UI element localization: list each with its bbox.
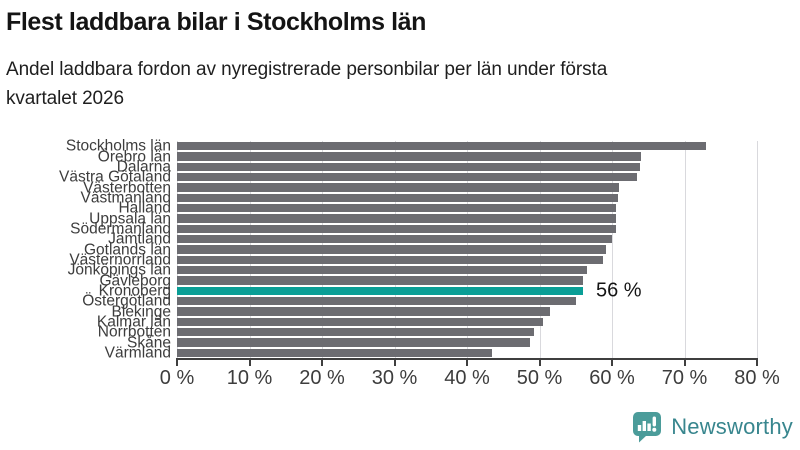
gridline <box>684 141 686 358</box>
subtitle-line-1: Andel laddbara fordon av nyregistrerade … <box>6 59 608 80</box>
page-subtitle: Andel laddbara fordon av nyregistrerade … <box>6 55 607 113</box>
bar <box>177 338 531 347</box>
newsworthy-logo: Newsworthy <box>632 411 793 443</box>
x-axis-tick-label: 60 % <box>589 367 635 389</box>
bar <box>177 152 641 161</box>
axis-tick <box>756 358 758 366</box>
axis-tick <box>321 358 323 366</box>
x-axis-tick-label: 10 % <box>226 367 273 389</box>
y-axis-label: Gävleborg <box>99 271 171 289</box>
y-axis-label: Västerbotten <box>83 178 171 196</box>
x-axis-tick-label: 20 % <box>299 367 345 389</box>
y-axis-label: Västernorrland <box>69 251 171 269</box>
x-axis-tick-label: 40 % <box>444 367 490 389</box>
y-axis-label: Värmland <box>104 344 171 362</box>
x-axis-tick-label: 70 % <box>661 367 708 389</box>
y-axis-label: Stockholms län <box>65 137 171 155</box>
y-axis-label: Södermanland <box>70 220 171 238</box>
axis-tick <box>538 358 541 366</box>
logo-bar-1 <box>637 425 642 431</box>
newsworthy-icon <box>633 412 662 443</box>
y-axis-label: Skåne <box>127 333 171 351</box>
bar <box>177 142 707 151</box>
bar <box>177 255 603 264</box>
bar <box>177 193 618 202</box>
y-axis-label: Jönköpings län <box>67 261 171 279</box>
bar <box>177 348 493 357</box>
axis-tick <box>393 358 396 366</box>
value-annotation: 56 % <box>596 279 642 302</box>
y-axis-label: Jämtland <box>108 230 171 248</box>
bar <box>177 245 607 254</box>
y-axis-labels: Stockholms län Örebro län Dalarna Västra Gö… <box>0 137 171 362</box>
y-axis-label: Västra Götaland <box>58 168 171 186</box>
bar <box>177 162 640 171</box>
y-axis-label: Halland <box>118 199 171 217</box>
y-axis-label: Blekinge <box>111 302 171 320</box>
bar <box>177 266 587 275</box>
newsworthy-wordmark: Newsworthy <box>671 414 793 439</box>
y-axis-label: Gotlands län <box>83 240 171 258</box>
axis-tick <box>248 358 251 366</box>
axis-tick <box>683 358 686 366</box>
y-axis-label: Västmanland <box>80 189 171 207</box>
gridline <box>757 141 758 358</box>
bar <box>177 307 551 316</box>
bar <box>177 224 616 233</box>
axis-tick <box>176 358 178 366</box>
y-axis-label: Norrbotten <box>97 323 171 341</box>
plot-area <box>177 141 758 358</box>
bar <box>177 317 544 326</box>
logo-bar-3 <box>647 423 651 431</box>
bar <box>177 204 617 213</box>
axis-tick <box>611 358 613 366</box>
x-axis-tick-label: 80 % <box>734 367 780 389</box>
bar <box>177 328 534 337</box>
page-title: Flest laddbara bilar i Stockholms län <box>6 8 427 36</box>
y-axis-label: Kalmar län <box>96 313 171 331</box>
y-axis-label: Uppsala län <box>89 209 171 227</box>
x-axis-tick-label: 50 % <box>516 367 563 389</box>
logo-exclamation-icon <box>652 416 657 427</box>
y-axis-label: Kronoberg <box>98 282 171 300</box>
axis-tick <box>466 358 468 366</box>
bar <box>177 214 617 223</box>
y-axis-label: Dalarna <box>116 158 171 176</box>
bar <box>177 235 612 244</box>
logo-bar-2 <box>642 421 647 431</box>
y-axis-label: Örebro län <box>97 147 171 165</box>
y-axis-label: Östergötland <box>82 292 171 310</box>
subtitle-line-2: kvartalet 2026 <box>6 88 124 109</box>
bar <box>177 286 583 295</box>
bar <box>177 297 576 306</box>
x-axis-tick-label: 30 % <box>371 367 418 389</box>
x-axis-tick-label: 0 % <box>159 367 195 389</box>
bar <box>177 183 620 192</box>
gridline <box>612 141 613 358</box>
bar <box>177 276 583 285</box>
bar <box>177 173 637 182</box>
